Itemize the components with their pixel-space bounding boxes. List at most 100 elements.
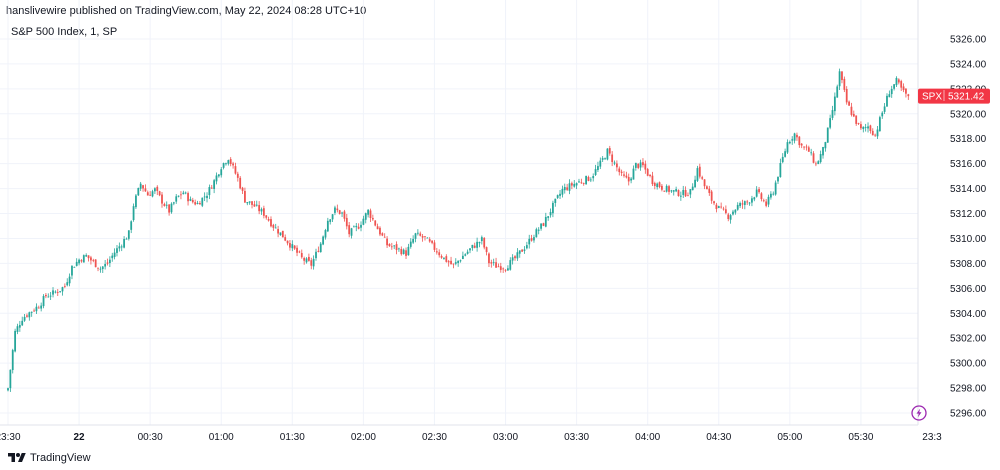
candle	[860, 121, 862, 130]
candle	[400, 246, 403, 256]
candle	[71, 265, 73, 280]
candle	[476, 237, 479, 252]
candle	[170, 202, 173, 214]
candle	[232, 161, 234, 169]
candle	[286, 240, 289, 246]
candle	[265, 214, 268, 220]
candle	[383, 233, 386, 238]
candle	[661, 184, 663, 192]
lightning-icon[interactable]	[911, 405, 927, 421]
candle	[507, 265, 509, 271]
candle	[786, 139, 789, 154]
candle	[296, 245, 298, 257]
candle	[272, 223, 275, 231]
candle	[440, 254, 443, 259]
candle	[54, 290, 57, 294]
candle	[33, 308, 35, 312]
candle	[758, 187, 760, 194]
candle	[355, 223, 358, 232]
candle	[168, 203, 171, 216]
candle	[445, 254, 448, 263]
candle	[443, 257, 445, 260]
candle	[101, 266, 104, 273]
candle	[727, 212, 730, 222]
candle	[639, 159, 642, 171]
candle	[793, 132, 796, 144]
candle	[142, 184, 144, 192]
candle	[528, 234, 531, 249]
candle	[175, 194, 178, 204]
candle	[601, 156, 604, 162]
symbol-badge	[918, 88, 990, 104]
candle	[632, 165, 635, 180]
candle	[49, 291, 52, 300]
candle	[623, 171, 625, 178]
candle	[722, 206, 725, 211]
candle	[353, 225, 355, 228]
last-price-marker: SPX 5321.42	[918, 88, 990, 104]
candle	[893, 84, 895, 91]
candle	[594, 164, 597, 177]
candle	[483, 237, 486, 250]
candle	[130, 220, 133, 234]
candle	[649, 174, 651, 178]
x-tick-label: 02:30	[422, 432, 447, 443]
candle	[592, 173, 595, 182]
candle	[774, 180, 777, 196]
candle	[336, 204, 339, 213]
candle	[305, 257, 308, 264]
candle	[75, 258, 78, 267]
candle	[568, 179, 571, 195]
candle	[473, 242, 476, 249]
x-tick-label: 05:30	[848, 432, 873, 443]
candle	[161, 191, 163, 208]
candle	[698, 163, 701, 179]
candle	[267, 216, 270, 222]
candle	[11, 348, 14, 374]
candle	[92, 258, 95, 263]
candle	[293, 245, 296, 251]
candle	[810, 148, 813, 156]
candle	[646, 167, 649, 177]
candle	[23, 314, 26, 322]
candle	[428, 237, 431, 243]
candle	[68, 273, 71, 287]
candle	[390, 242, 393, 250]
candle	[729, 214, 732, 224]
candle	[234, 162, 237, 175]
candle	[509, 257, 512, 271]
candle	[47, 293, 50, 298]
candle	[902, 83, 905, 93]
candle	[270, 216, 272, 228]
candle	[180, 191, 182, 200]
candle	[28, 311, 31, 321]
last-price-label: 5321.42	[948, 92, 985, 103]
candle	[862, 126, 865, 133]
candle	[251, 201, 253, 209]
candle	[40, 302, 43, 312]
candle	[765, 198, 768, 208]
candle	[803, 146, 805, 150]
candle	[597, 161, 599, 173]
candle	[215, 172, 218, 185]
candle	[798, 136, 801, 148]
x-tick-label: 01:30	[280, 432, 305, 443]
candle	[135, 193, 137, 209]
candle	[61, 286, 64, 296]
candle	[30, 311, 33, 317]
candle	[613, 160, 616, 166]
candle	[559, 189, 561, 199]
candle	[805, 144, 808, 151]
candle	[751, 195, 753, 207]
candle	[831, 105, 834, 121]
candle	[781, 153, 784, 164]
candle	[457, 260, 460, 267]
candle	[570, 181, 573, 190]
y-tick-label: 5298.00	[950, 384, 987, 395]
candle	[767, 194, 770, 208]
candle	[886, 93, 888, 107]
candle	[800, 143, 803, 149]
candle	[279, 232, 282, 236]
candle	[291, 240, 294, 252]
